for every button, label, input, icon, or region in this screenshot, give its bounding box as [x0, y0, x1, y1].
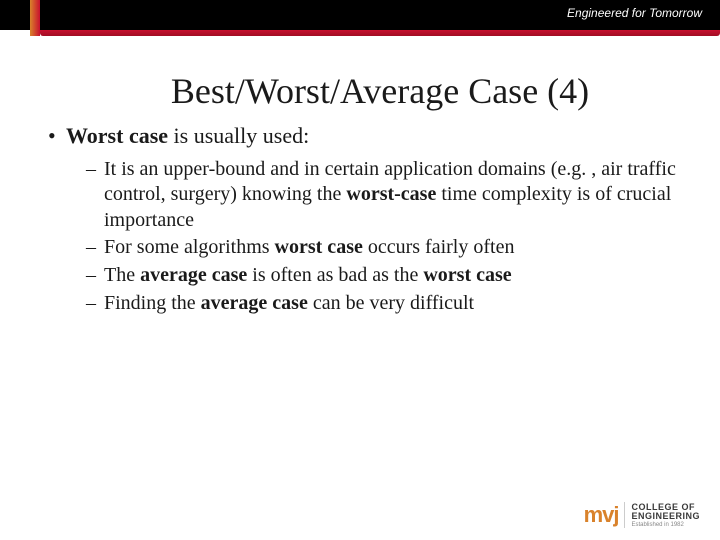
dash-mark: – — [86, 157, 104, 183]
bullet-text-bold: worst case — [423, 264, 511, 286]
slide-title: Best/Worst/Average Case (4) — [82, 70, 678, 112]
footer-logo: mvj COLLEGE OF ENGINEERING Established i… — [584, 502, 700, 528]
top-banner: Engineered for Tomorrow — [0, 0, 720, 30]
bullet-text: can be very difficult — [308, 292, 474, 314]
bullet-mark: • — [48, 122, 66, 151]
banner-red-bar — [40, 30, 720, 36]
bullet-text: occurs fairly often — [363, 236, 515, 258]
bullet-text: For some algorithms — [104, 236, 275, 258]
logo-line2: ENGINEERING — [631, 512, 700, 521]
bullet-text-bold: worst case — [275, 236, 363, 258]
bullet-text: The — [104, 264, 140, 286]
dash-mark: – — [86, 291, 104, 317]
logo-text-block: COLLEGE OF ENGINEERING Established in 19… — [631, 503, 700, 528]
logo-est: Established in 1982 — [631, 522, 700, 528]
bullet-level-2: –It is an upper-bound and in certain app… — [86, 157, 678, 234]
sub-bullet-list: –It is an upper-bound and in certain app… — [86, 157, 678, 317]
banner-left-accent — [30, 0, 40, 36]
bullet-text: is often as bad as the — [247, 264, 423, 286]
bullet-text-bold: average case — [201, 292, 308, 314]
bullet-main-bold: Worst case — [66, 123, 168, 148]
bullet-level-2: –For some algorithms worst case occurs f… — [86, 235, 678, 261]
logo-divider — [624, 502, 625, 528]
dash-mark: – — [86, 263, 104, 289]
bullet-level-2: –Finding the average case can be very di… — [86, 291, 678, 317]
bullet-level-1: •Worst case is usually used: — [48, 122, 678, 151]
bullet-text-bold: worst-case — [346, 183, 436, 205]
slide-content: Best/Worst/Average Case (4) •Worst case … — [0, 70, 720, 318]
bullet-text-bold: average case — [140, 264, 247, 286]
banner-tagline: Engineered for Tomorrow — [567, 6, 702, 20]
bullet-level-2: –The average case is often as bad as the… — [86, 263, 678, 289]
logo-brand: mvj — [584, 502, 619, 528]
bullet-text: Finding the — [104, 292, 201, 314]
bullet-main-rest: is usually used: — [168, 123, 309, 148]
dash-mark: – — [86, 235, 104, 261]
